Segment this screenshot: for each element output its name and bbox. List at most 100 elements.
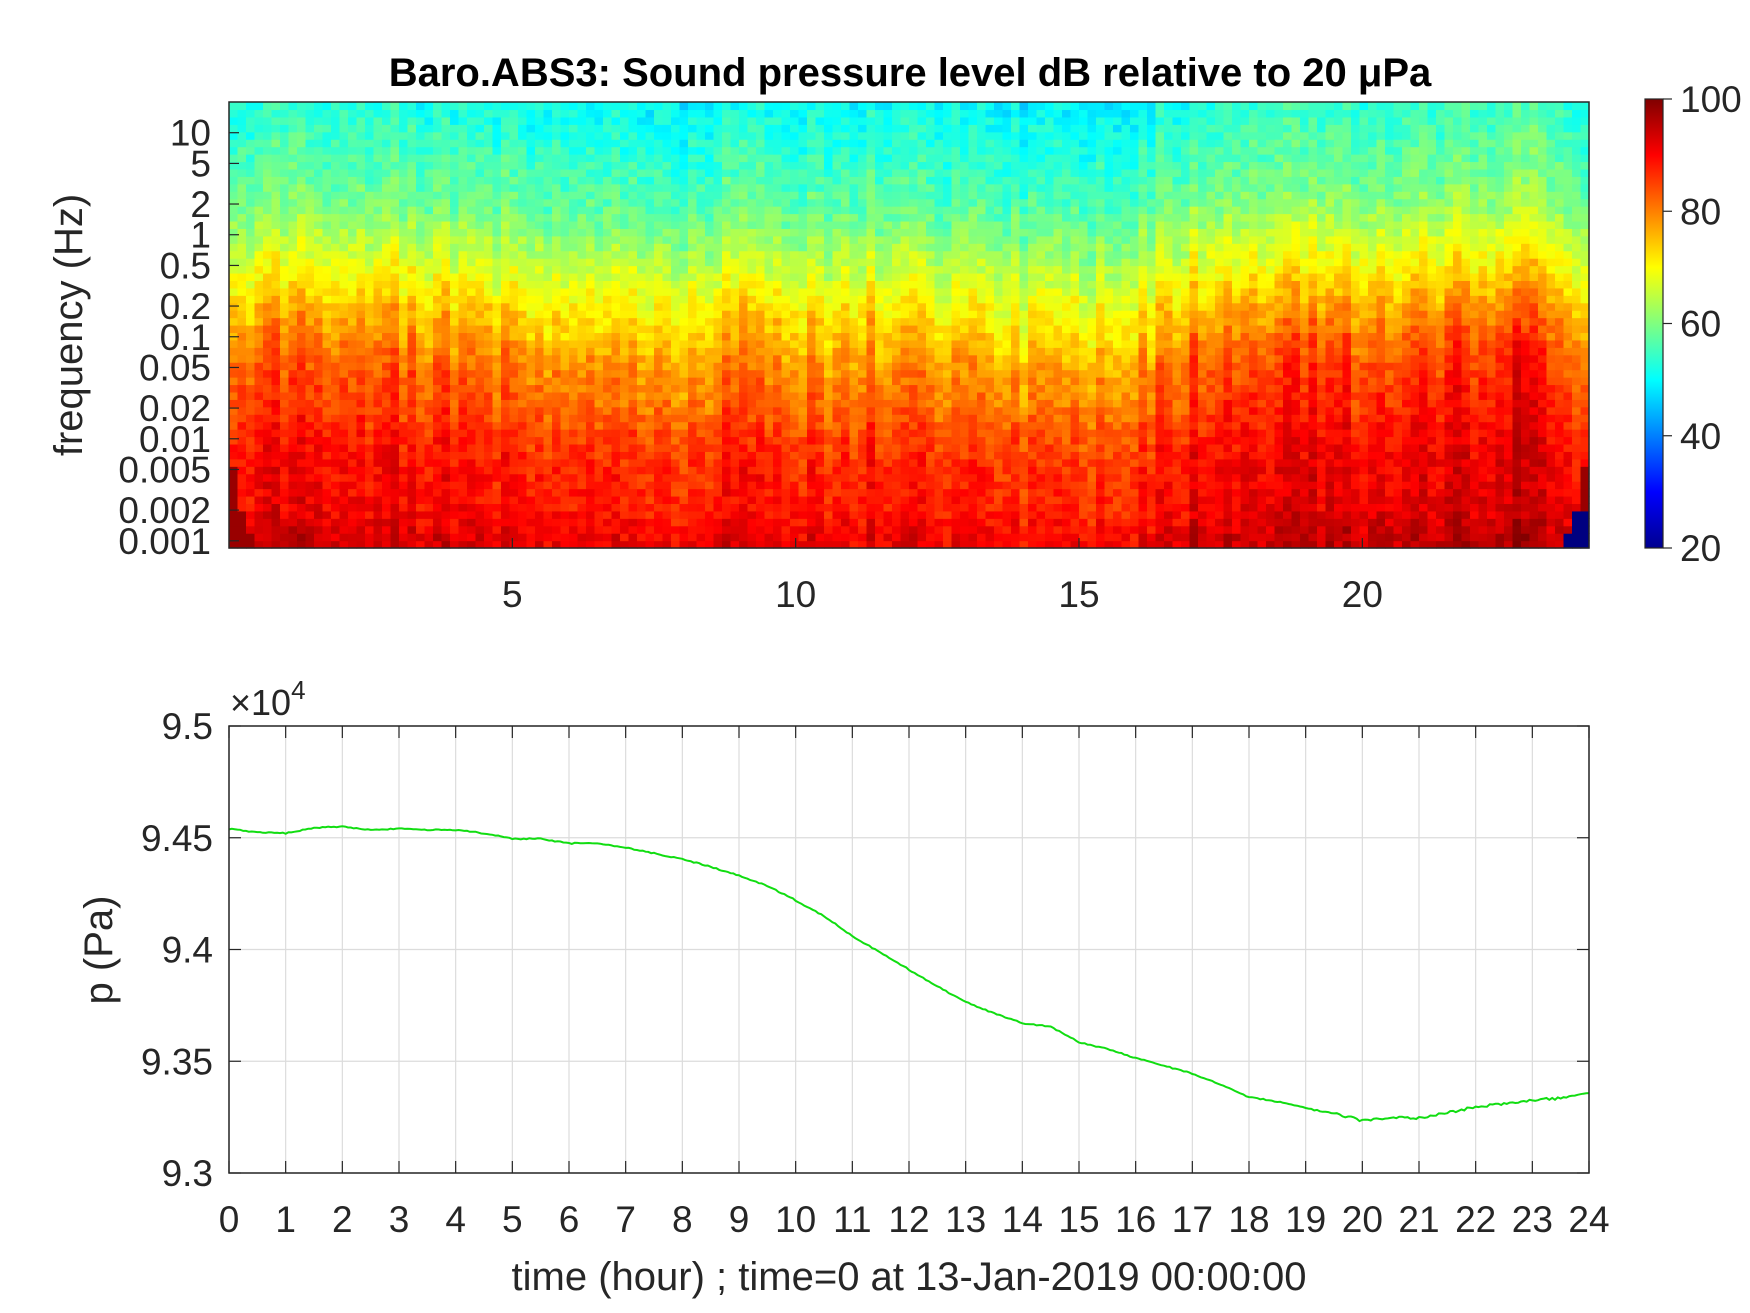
heatmap-cell (730, 510, 740, 519)
heatmap-cell (611, 414, 621, 423)
heatmap-cell (569, 495, 579, 504)
heatmap-cell (535, 406, 545, 415)
heatmap-cell (883, 280, 893, 289)
heatmap-cell (399, 414, 409, 423)
heatmap-cell (526, 451, 536, 460)
heatmap-cell (824, 317, 834, 326)
heatmap-cell (781, 131, 791, 140)
heatmap-cell (237, 213, 247, 222)
heatmap-cell (926, 347, 936, 356)
heatmap-cell (382, 347, 392, 356)
heatmap-cell (875, 310, 885, 319)
heatmap-cell (339, 540, 349, 549)
heatmap-cell (314, 347, 324, 356)
heatmap-cell (229, 458, 239, 467)
heatmap-cell (569, 228, 579, 237)
heatmap-cell (790, 473, 800, 482)
heatmap-cell (348, 235, 358, 244)
heatmap-cell (628, 488, 638, 497)
heatmap-cell (552, 429, 562, 438)
heatmap-cell (254, 503, 264, 512)
heatmap-cell (229, 124, 239, 133)
heatmap-cell (263, 354, 273, 363)
heatmap-cell (280, 540, 290, 549)
heatmap-cell (365, 510, 375, 519)
heatmap-cell (492, 243, 502, 252)
heatmap-cell (824, 183, 834, 192)
heatmap-cell (815, 406, 825, 415)
heatmap-cell (620, 206, 630, 215)
heatmap-cell (467, 436, 477, 445)
heatmap-cell (679, 458, 689, 467)
heatmap-cell (246, 362, 256, 371)
heatmap-cell (552, 139, 562, 148)
heatmap-cell (781, 481, 791, 490)
heatmap-cell (807, 495, 817, 504)
heatmap-cell (399, 473, 409, 482)
heatmap-cell (382, 265, 392, 274)
heatmap-cell (849, 510, 859, 519)
heatmap-cell (305, 414, 315, 423)
heatmap-cell (773, 228, 783, 237)
heatmap-cell (773, 287, 783, 296)
heatmap-cell (271, 131, 281, 140)
heatmap-cell (875, 287, 885, 296)
heatmap-cell (756, 458, 766, 467)
heatmap-cell (620, 243, 630, 252)
heatmap-cell (917, 310, 927, 319)
heatmap-cell (858, 518, 868, 527)
heatmap-cell (305, 473, 315, 482)
heatmap-cell (909, 250, 919, 259)
heatmap-cell (900, 525, 910, 534)
heatmap-cell (679, 518, 689, 527)
heatmap-cell (603, 421, 613, 430)
heatmap-cell (926, 302, 936, 311)
heatmap-cell (339, 325, 349, 334)
heatmap-cell (756, 488, 766, 497)
heatmap-cell (450, 116, 460, 125)
heatmap-cell (611, 302, 621, 311)
heatmap-cell (518, 399, 528, 408)
heatmap-cell (594, 183, 604, 192)
heatmap-cell (815, 421, 825, 430)
heatmap-cell (492, 258, 502, 267)
heatmap-cell (739, 109, 749, 118)
heatmap-cell (263, 525, 273, 534)
heatmap-cell (662, 466, 672, 475)
heatmap-cell (654, 124, 664, 133)
heatmap-cell (713, 228, 723, 237)
heatmap-cell (586, 250, 596, 259)
heatmap-cell (237, 161, 247, 170)
heatmap-cell (263, 109, 273, 118)
heatmap-cell (866, 154, 876, 163)
heatmap-cell (696, 220, 706, 229)
heatmap-cell (866, 533, 876, 542)
heatmap-cell (883, 154, 893, 163)
heatmap-cell (322, 339, 332, 348)
heatmap-cell (297, 332, 307, 341)
heatmap-cell (790, 332, 800, 341)
heatmap-cell (900, 317, 910, 326)
heatmap-cell (628, 421, 638, 430)
heatmap-cell (492, 458, 502, 467)
heatmap-cell (314, 369, 324, 378)
heatmap-cell (747, 458, 757, 467)
heatmap-cell (586, 384, 596, 393)
heatmap-cell (628, 369, 638, 378)
heatmap-cell (569, 533, 579, 542)
heatmap-cell (620, 414, 630, 423)
heatmap-cell (764, 302, 774, 311)
heatmap-cell (611, 235, 621, 244)
heatmap-cell (781, 399, 791, 408)
heatmap-cell (679, 228, 689, 237)
heatmap-cell (611, 250, 621, 259)
heatmap-cell (603, 332, 613, 341)
heatmap-cell (637, 391, 647, 400)
heatmap-cell (756, 146, 766, 155)
heatmap-cell (297, 161, 307, 170)
heatmap-cell (237, 168, 247, 177)
heatmap-cell (705, 295, 715, 304)
heatmap-cell (526, 139, 536, 148)
heatmap-cell (688, 362, 698, 371)
heatmap-cell (280, 228, 290, 237)
